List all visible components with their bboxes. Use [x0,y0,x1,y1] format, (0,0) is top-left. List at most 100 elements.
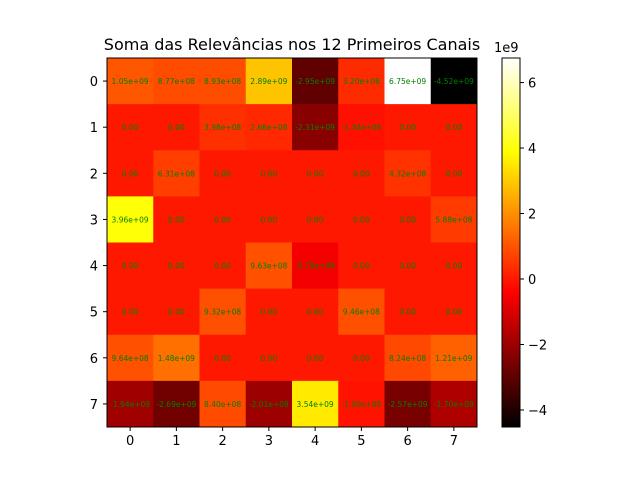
cell-value-label: 0.00 [168,262,185,271]
heatmap-cell [245,380,293,428]
heatmap-cell [107,58,154,105]
heatmap-cell [153,196,200,243]
heatmap-cell [199,196,247,243]
heatmap-cell [292,196,339,243]
cell-value-label: -4.52e+09 [434,77,474,86]
cell-value-label: 1.21e+09 [435,354,472,363]
heatmap-cell [199,334,247,382]
cell-value-label: 0.00 [446,169,463,178]
heatmap-cell [245,196,293,243]
cell-value-label: 9.64e+08 [112,354,149,363]
cell-value-label: 2.66e+08 [250,123,287,132]
cell-value-label: 6.31e+08 [158,169,195,178]
heatmap-cell [430,288,478,336]
heatmap-cell [338,104,385,151]
cell-value-label: 0.00 [399,215,416,224]
heatmap-cell [199,380,247,428]
cell-value-label: 3.96e+09 [112,215,149,224]
y-tick-label: 3 [90,213,98,228]
cell-value-label: 0.00 [307,169,324,178]
heatmap-cell [199,104,247,151]
x-tick-label: 0 [126,434,134,449]
x-tick-label: 4 [311,434,319,449]
cell-value-label: 0.00 [261,354,278,363]
heatmap-cell [338,150,385,197]
heatmap-cell [245,150,293,197]
y-tick-label: 7 [90,398,98,413]
heatmap-cell-labels: 1.05e+09 8.77e+08 8.93e+08 2.89e+09 -2.95e+0… [110,77,474,409]
cell-value-label: 0.00 [122,308,139,317]
cell-value-label: 0.00 [353,215,370,224]
heatmap-cell [384,196,432,243]
heatmap-cell [245,288,293,336]
cell-value-label: 3.54e+09 [297,400,334,409]
cell-value-label: 0.00 [261,169,278,178]
heatmap-cell [384,58,432,105]
cell-value-label: 1.05e+09 [112,77,149,86]
cell-value-label: 4.32e+08 [389,169,426,178]
y-tick-label: 1 [90,121,98,136]
heatmap-cell [292,242,339,290]
cell-value-label: 0.00 [353,262,370,271]
cell-value-label: -2.95e+09 [295,77,335,86]
x-tick-label: 6 [403,434,411,449]
y-tick-label: 6 [90,352,98,367]
heatmap-cell [384,288,432,336]
cell-value-label: 0.00 [399,308,416,317]
cell-value-label: 0.00 [214,215,231,224]
heatmap-cell [245,242,293,290]
colorbar-tick-label: −2 [528,338,547,353]
cell-value-label: -2.57e+09 [388,400,428,409]
plot-frame [106,57,478,428]
heatmap-cell [245,104,293,151]
cell-value-label: 6.75e+09 [389,77,426,86]
heatmap-cells [107,58,478,428]
y-axis: 0 1 2 3 4 5 6 7 [90,75,107,413]
heatmap-cell [107,288,154,336]
heatmap-cell [384,104,432,151]
cell-value-label: -5.79e+08 [295,262,335,271]
heatmap-cell [430,150,478,197]
cell-value-label: 1.48e+09 [158,354,195,363]
cell-value-label: 0.00 [168,215,185,224]
cell-value-label: 2.89e+09 [250,77,287,86]
cell-value-label: 0.00 [214,354,231,363]
heatmap-cell [430,104,478,151]
colorbar-tick-label: 2 [528,208,536,223]
cell-value-label: 0.00 [122,169,139,178]
cell-value-label: 0.00 [261,308,278,317]
heatmap-cell [153,334,200,382]
cell-value-label: 8.93e+08 [204,77,241,86]
heatmap-cell [430,58,478,105]
cell-value-label: 0.00 [307,354,324,363]
heatmap-cell [338,334,385,382]
heatmap-cell [292,150,339,197]
cell-value-label: 0.00 [353,354,370,363]
heatmap-cell [107,104,154,151]
cell-value-label: -2.31e+09 [295,123,335,132]
cell-value-label: -1.34e+08 [341,123,381,132]
cell-value-label: 0.00 [122,123,139,132]
cell-value-label: 8.77e+08 [158,77,195,86]
heatmap-cell [338,380,385,428]
y-tick-label: 2 [90,167,98,182]
chart-title: Soma das Relevâncias nos 12 Primeiros Ca… [104,35,480,54]
heatmap-cell [430,196,478,243]
heatmap-cell [153,242,200,290]
cell-value-label: -1.00e+08 [341,400,381,409]
x-tick-label: 1 [172,434,180,449]
cell-value-label: 0.00 [446,262,463,271]
heatmap-cell [199,242,247,290]
heatmap-cell [107,380,154,428]
heatmap-cell [384,242,432,290]
cell-value-label: 0.00 [122,262,139,271]
y-tick-label: 4 [90,260,98,275]
heatmap-cell [292,104,339,151]
heatmap-cell [338,242,385,290]
cell-value-label: -2.69e+09 [156,400,196,409]
heatmap-cell [153,58,200,105]
heatmap-cell [430,242,478,290]
cell-value-label: 9.32e+08 [204,308,241,317]
x-tick-label: 3 [265,434,273,449]
